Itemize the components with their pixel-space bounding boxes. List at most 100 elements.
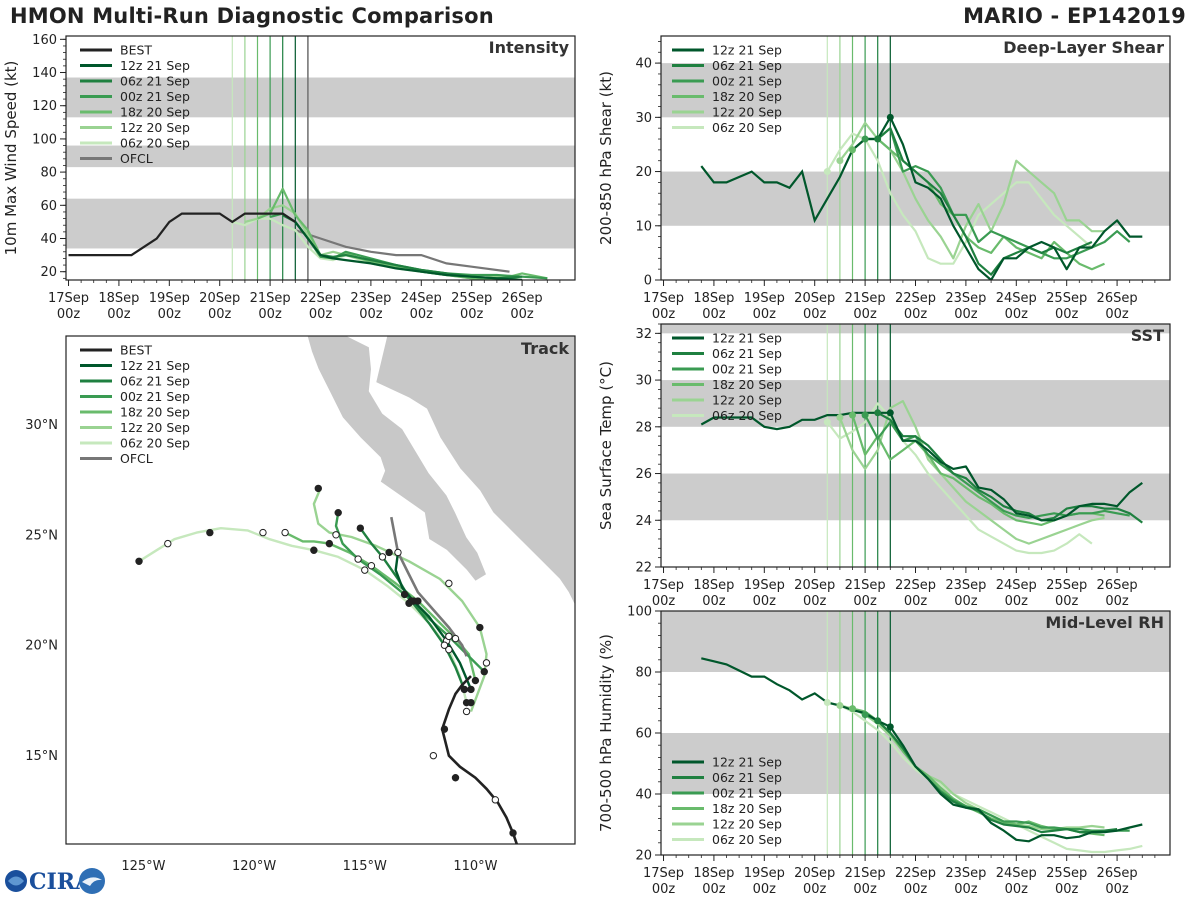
x-tick-label: 00z (460, 307, 484, 322)
track-best-marker (440, 725, 449, 733)
x-tick-label: 19Sep (744, 291, 785, 306)
track-best-marker (451, 774, 460, 782)
y-tick-label: 80 (40, 166, 57, 181)
y-tick-label: 30 (635, 111, 652, 126)
panel-track: 125°W 120°W 115°W 110°W 15°N 20°N 25°N 30°N Trac… (25, 335, 576, 874)
y-tick-label: 26 (635, 467, 652, 482)
legend-label-06z-21-sep: 06z 21 Sep (712, 770, 782, 785)
init-marker-06z-20-sep (823, 418, 831, 426)
init-marker-18z-20-sep (849, 705, 857, 713)
x-tick-label: 00z (107, 307, 131, 322)
panel-title: Intensity (489, 38, 570, 57)
series-line-18z-20-sep (851, 137, 1105, 271)
lon-tick-label: 120°W (232, 859, 276, 874)
y-tick-label: 22 (635, 561, 652, 576)
track-marker (378, 553, 387, 561)
lon-tick-label: 125°W (121, 859, 165, 874)
init-marker-12z-21-sep (886, 409, 894, 417)
legend-label-06z-21-sep: 06z 21 Sep (120, 374, 190, 389)
x-tick-label: 17Sep (643, 578, 684, 593)
y-tick-label: 20 (635, 849, 652, 864)
gray-band (66, 145, 575, 168)
x-tick-label: 00z (309, 307, 333, 322)
track-marker (281, 528, 289, 537)
x-tick-label: 00z (954, 882, 978, 897)
x-tick-label: 21Sep (845, 866, 886, 881)
y-tick-label: 28 (635, 420, 652, 435)
track-marker (460, 685, 469, 694)
x-tick-label: 19Sep (744, 578, 785, 593)
y-tick-label: 32 (635, 327, 652, 342)
legend-label-18z-20-sep: 18z 20 Sep (712, 377, 782, 392)
land-mass (375, 336, 575, 606)
x-tick-label: 00z (258, 307, 282, 322)
plot-area (661, 324, 1170, 567)
x-tick-label: 00z (803, 594, 827, 609)
x-tick-label: 23Sep (945, 578, 986, 593)
x-tick-label: 00z (904, 594, 928, 609)
y-tick-label: 40 (635, 57, 652, 72)
x-tick-label: 18Sep (693, 291, 734, 306)
init-marker-06z-20-sep (823, 699, 831, 706)
x-tick-label: 22Sep (895, 578, 936, 593)
legend-label-best: BEST (120, 343, 152, 358)
x-tick-label: 17Sep (643, 291, 684, 306)
init-marker-00z-21-sep (861, 135, 869, 143)
track-marker (334, 508, 342, 517)
track-marker (476, 623, 484, 632)
y-axis-label: 200-850 hPa Shear (kt) (597, 71, 615, 245)
legend-label-12z-20-sep: 12z 20 Sep (120, 120, 190, 135)
track-best-line (440, 675, 519, 844)
track-marker (451, 634, 460, 643)
track-marker (367, 562, 376, 570)
track-marker (259, 528, 267, 537)
x-tick-label: 00z (1105, 307, 1129, 322)
lat-tick-label: 30°N (25, 418, 58, 433)
panel-title: Mid-Level RH (1045, 613, 1164, 632)
track-best-marker (491, 796, 500, 804)
track-marker (467, 685, 475, 694)
y-tick-label: 20 (40, 265, 57, 280)
x-tick-label: 00z (1005, 594, 1029, 609)
panel-shear: 01020304017Sep00z18Sep00z19Sep00z20Sep00… (597, 35, 1171, 322)
init-marker-18z-20-sep (849, 146, 857, 154)
track-best-marker (462, 707, 471, 716)
track-best-marker (429, 751, 438, 760)
track-best-marker (509, 829, 517, 837)
y-tick-label: 160 (32, 33, 57, 48)
x-tick-label: 26Sep (1097, 291, 1138, 306)
x-tick-label: 25Sep (1046, 578, 1087, 593)
x-tick-label: 25Sep (1046, 291, 1087, 306)
track-marker (462, 698, 471, 707)
y-tick-label: 100 (32, 132, 57, 147)
legend-label-06z-20-sep: 06z 20 Sep (712, 832, 782, 847)
panel-title: Track (521, 339, 569, 358)
x-tick-label: 23Sep (945, 291, 986, 306)
y-tick-label: 30 (635, 374, 652, 389)
series-line-06z-20-sep (827, 701, 1143, 854)
series-line-12z-21-sep (889, 412, 1143, 522)
best-line (700, 116, 892, 224)
init-marker-06z-21-sep (874, 717, 882, 725)
legend-label-06z-21-sep: 06z 21 Sep (712, 58, 782, 73)
panel-title: SST (1131, 326, 1164, 345)
legend-label-00z-21-sep: 00z 21 Sep (712, 786, 782, 801)
x-tick-label: 00z (1105, 882, 1129, 897)
x-tick-label: 00z (803, 882, 827, 897)
legend-label-00z-21-sep: 00z 21 Sep (120, 389, 190, 404)
y-axis-label: 700-500 hPa Humidity (%) (597, 634, 615, 832)
x-tick-label: 00z (803, 307, 827, 322)
series-line-00z-21-sep (865, 127, 1131, 260)
x-tick-label: 24Sep (401, 291, 442, 306)
x-tick-label: 00z (753, 594, 777, 609)
x-tick-label: 00z (1005, 882, 1029, 897)
track-marker (445, 579, 453, 588)
legend-label-18z-20-sep: 18z 20 Sep (120, 105, 190, 120)
series-line-06z-21-sep (877, 411, 1143, 524)
x-tick-label: 00z (904, 882, 928, 897)
gray-band (66, 77, 575, 118)
legend-label-18z-20-sep: 18z 20 Sep (712, 801, 782, 816)
x-tick-label: 20Sep (794, 291, 835, 306)
track-line-12z-20-sep (312, 487, 488, 712)
x-tick-label: 00z (1105, 594, 1129, 609)
